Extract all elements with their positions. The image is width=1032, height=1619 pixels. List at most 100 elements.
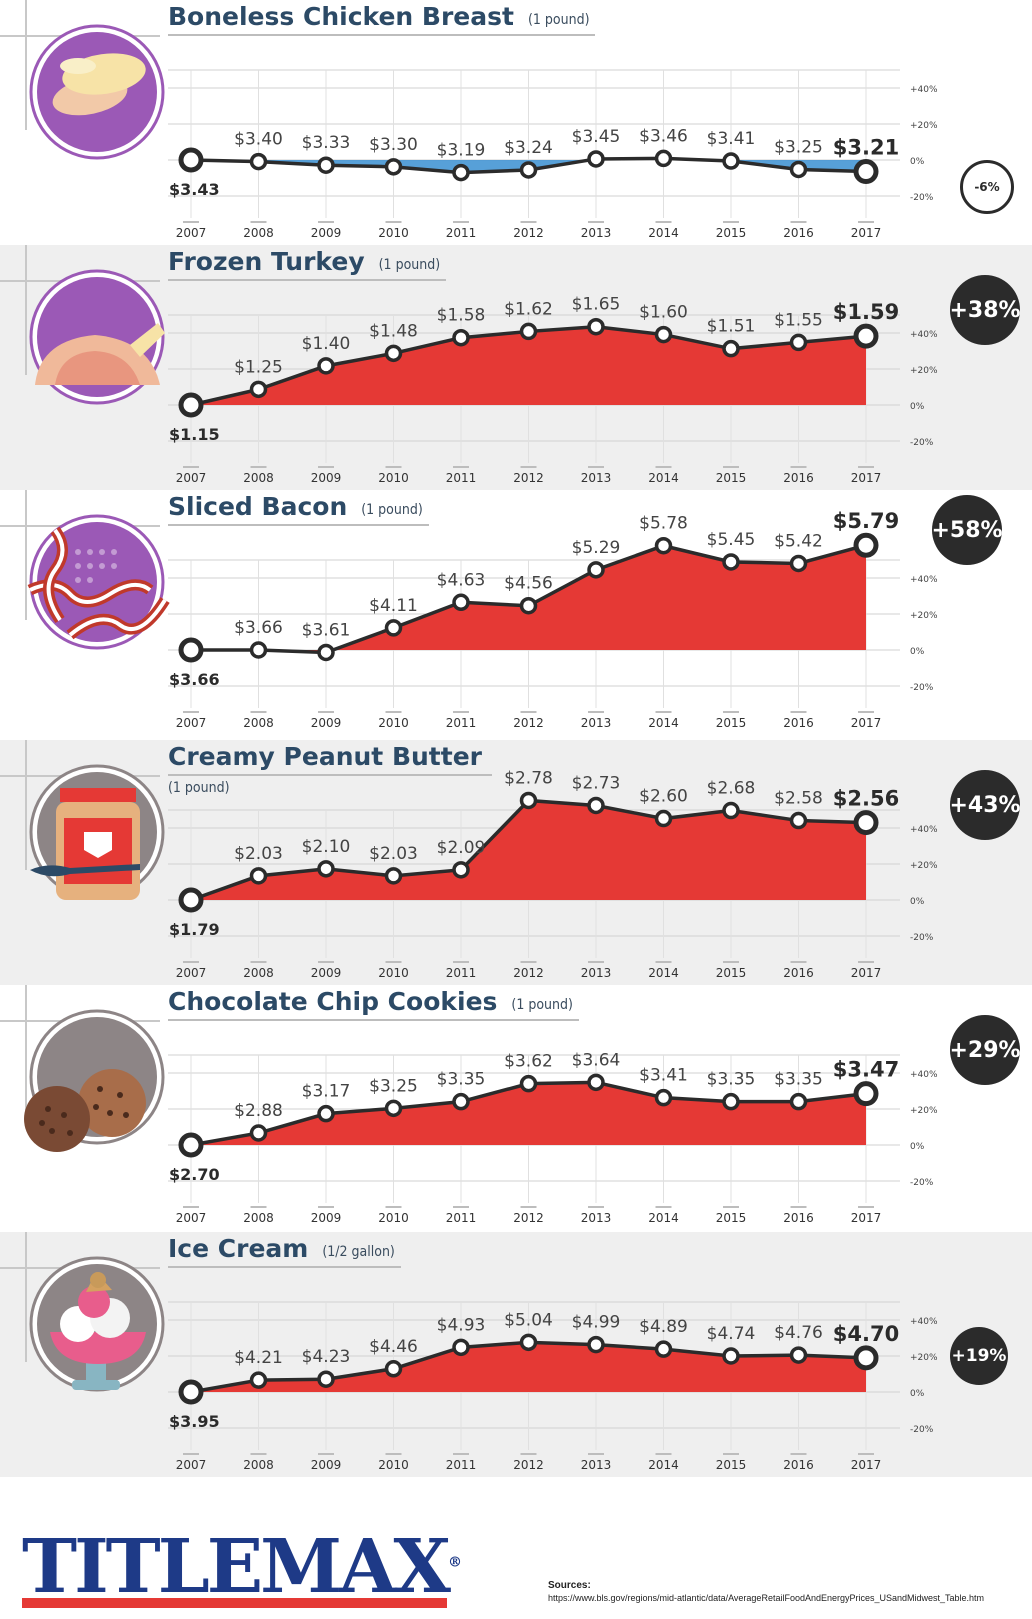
chart-svg: +40% +20% 0% -20% $3.66 $3.66 $3.61 $4.11 $4.63 $… [0,490,938,730]
seasoning-dot [75,563,81,569]
data-point [789,554,808,573]
data-point [853,1081,879,1107]
chart-panel: +40% +20% 0% -20% $3.43 $3.40 $3.33 $3.30 $3.19 $… [0,0,1032,245]
x-tick-label: 2010 [378,226,409,240]
chart-unit: (1 pound) [168,780,230,796]
data-point [384,158,403,176]
data-point [722,553,740,571]
chart-panel: +40% +20% 0% -20% $1.15 $1.25 $1.40 $1.48 $1.58 $… [0,245,1032,490]
data-point [519,791,538,810]
data-point [654,1340,673,1358]
data-label: $3.35 [774,1070,823,1090]
chart-unit: (1/2 gallon) [322,1244,395,1260]
data-label: $4.74 [707,1324,756,1344]
chart-title: Ice Cream [168,1234,309,1263]
chart-svg: +40% +20% 0% -20% $3.95 $4.21 $4.23 $4.46 $4.93 $… [0,1232,938,1472]
x-tick-label: 2016 [783,226,814,240]
data-point [249,380,268,399]
data-label: $3.41 [707,129,756,149]
data-label: $1.51 [707,317,756,337]
data-label: $2.09 [437,838,486,858]
data-label: $2.70 [169,1165,220,1184]
change-badge: +19% [950,1327,1008,1385]
y-tick-label: +20% [910,366,938,376]
data-label: $2.03 [234,844,283,864]
x-tick-label: 2015 [716,1211,747,1225]
data-label: $5.29 [572,538,621,558]
chocolate-chip [107,1110,113,1116]
x-tick-label: 2013 [581,226,612,240]
x-tick-label: 2007 [176,471,207,485]
x-tick-label: 2010 [378,471,409,485]
y-tick-label: +40% [910,825,938,835]
y-tick-label: 0% [910,1142,925,1152]
y-tick-label: +40% [910,1317,938,1327]
data-label: $3.40 [234,130,283,150]
x-tick-label: 2014 [648,1458,679,1472]
data-label: $4.63 [437,570,486,590]
x-tick-label: 2010 [378,1458,409,1472]
y-tick-label: +40% [910,85,938,95]
chart-title: Frozen Turkey [168,247,365,276]
data-point [452,861,470,879]
data-label: $2.88 [234,1101,283,1121]
data-label: $4.23 [302,1347,351,1367]
seasoning-dot [87,549,93,555]
data-point [722,152,740,170]
bacon-icon [27,514,170,650]
data-point [452,163,470,182]
chart-svg: +40% +20% 0% -20% $3.43 $3.40 $3.33 $3.30 $3.19 $… [0,0,938,240]
x-tick-label: 2008 [243,716,274,730]
data-point [249,641,268,659]
x-tick-label: 2011 [446,226,477,240]
data-label: $3.95 [169,1412,220,1431]
sources-url: https://www.bls.gov/regions/mid-atlantic… [548,1593,985,1603]
data-label: $3.35 [437,1070,486,1090]
cup-base [72,1380,120,1390]
x-tick-label: 2015 [716,471,747,485]
data-point [654,325,673,344]
data-label: $3.17 [302,1082,351,1102]
y-tick-label: +20% [910,861,938,871]
data-point [587,561,605,579]
x-tick-label: 2017 [851,226,882,240]
data-label: $1.40 [302,334,351,354]
data-point [519,322,538,341]
data-label: $3.41 [639,1066,688,1086]
data-label: $5.04 [504,1310,553,1330]
data-label: $3.25 [774,137,823,157]
x-tick-label: 2011 [446,1458,477,1472]
logo-underline [22,1598,447,1608]
data-label: $3.66 [169,670,220,689]
seasoning-dot [75,577,81,583]
data-label: $3.19 [437,141,486,161]
data-label: $1.48 [369,321,418,341]
x-tick-label: 2012 [513,716,544,730]
data-label: $5.78 [639,514,688,534]
chart-title: Boneless Chicken Breast [168,2,514,31]
data-label: $1.60 [639,303,688,323]
y-tick-label: -20% [910,683,934,693]
chocolate-chip [45,1106,51,1112]
chart-unit: (1 pound) [511,997,573,1013]
data-label: $1.79 [169,920,220,939]
x-tick-label: 2015 [716,226,747,240]
peanut-butter-jar-icon [29,764,165,900]
x-tick-label: 2012 [513,226,544,240]
area-fill [191,1082,866,1145]
data-point [789,1346,808,1364]
chart-panel: +40% +20% 0% -20% $1.79 $2.03 $2.10 $2.03 $2.09 $… [0,740,1032,985]
cherry [90,1272,106,1288]
chart-panel: +40% +20% 0% -20% $2.70 $2.88 $3.17 $3.25 $3.35 $… [0,985,1032,1230]
title-underline [168,524,429,526]
x-tick-label: 2014 [648,716,679,730]
x-tick-label: 2014 [648,966,679,980]
x-tick-label: 2017 [851,471,882,485]
y-tick-label: 0% [910,897,925,907]
data-point [654,149,673,168]
change-badge: +29% [949,1015,1021,1085]
x-tick-label: 2011 [446,716,477,730]
seasoning-dot [99,563,105,569]
data-point [853,532,879,558]
x-tick-label: 2012 [513,471,544,485]
